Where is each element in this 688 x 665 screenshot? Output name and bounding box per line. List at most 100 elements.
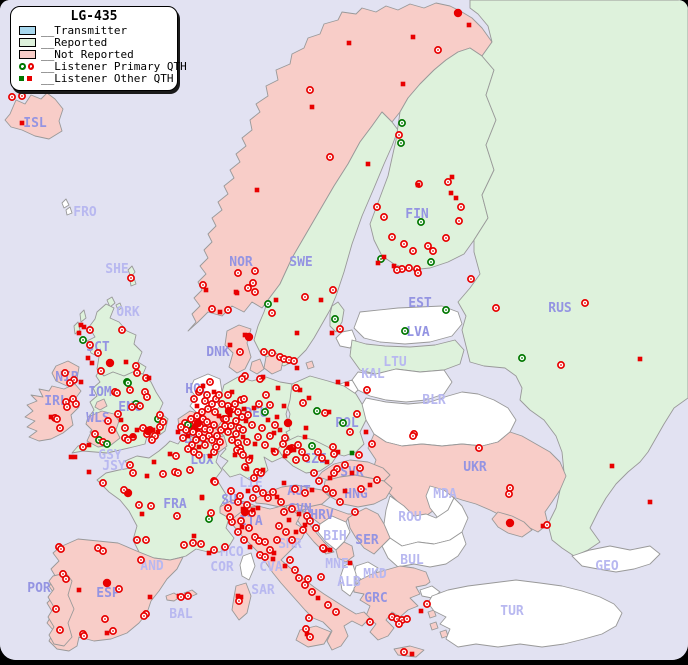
- listener-cluster-dot: [224, 406, 234, 416]
- listener-primary-qth-marker: [210, 421, 218, 429]
- listener-primary-qth-marker: [259, 489, 267, 497]
- region-POR: [47, 572, 75, 647]
- listener-other-qth-marker: [344, 381, 350, 387]
- listener-other-qth-marker: [271, 430, 277, 436]
- listener-other-qth-marker: [200, 383, 206, 389]
- listener-other-qth-marker: [293, 529, 299, 535]
- listener-primary-qth-marker: [294, 441, 302, 449]
- listener-other-qth-marker: [86, 469, 92, 475]
- listener-primary-qth-marker: [288, 536, 296, 544]
- listener-primary-qth-marker: [234, 528, 242, 536]
- listener-other-qth-marker: [349, 470, 355, 476]
- listener-primary-qth-marker: [251, 288, 259, 296]
- listener-primary-qth-marker: [557, 361, 565, 369]
- listener-other-qth-marker: [346, 40, 352, 46]
- listener-primary-qth-marker: [330, 469, 338, 477]
- country-label-NOR: NOR: [229, 255, 253, 270]
- listener-primary-qth-marker: [56, 626, 64, 634]
- listener-other-qth-marker: [637, 356, 643, 362]
- country-label-IRL: IRL: [44, 394, 68, 409]
- listener-primary-qth-marker: [423, 600, 431, 608]
- region-ORK: [106, 296, 116, 308]
- listener-primary-qth-marker: [221, 422, 229, 430]
- listener-primary-qth-marker: [159, 470, 167, 478]
- listener-primary-qth-marker: [224, 306, 232, 314]
- listener-primary-qth-marker: [336, 325, 344, 333]
- legend-rows: __Transmitter __Reported __Not Reported __L…: [19, 25, 187, 84]
- listener-primary-qth-marker: [94, 349, 102, 357]
- listener-other-qth-marker: [239, 524, 245, 530]
- country-label-ESP: ESP: [96, 586, 120, 601]
- country-label-GEO: GEO: [595, 559, 619, 574]
- listener-primary-qth-marker: [215, 391, 223, 399]
- listener-primary-qth-marker: [302, 454, 310, 462]
- listener-primary-qth-marker: [126, 386, 134, 394]
- listener-other-qth-marker: [418, 608, 424, 614]
- listener-primary-qth-marker: [239, 451, 247, 459]
- listener-other-qth-marker: [124, 490, 130, 496]
- country-label-AND: AND: [140, 559, 164, 574]
- listener-primary-qth-marker: [216, 438, 224, 446]
- listener-primary-qth-marker: [409, 247, 417, 255]
- listener-other-qth-marker: [216, 413, 222, 419]
- listener-primary-qth-marker: [400, 648, 408, 656]
- listener-other-qth-marker: [227, 342, 233, 348]
- listener-primary-qth-marker: [291, 485, 299, 493]
- listener-primary-qth-marker: [143, 393, 151, 401]
- region-EST: [353, 305, 463, 345]
- listener-primary-qth-marker: [101, 615, 109, 623]
- listener-other-qth-marker: [453, 195, 459, 201]
- listener-other-qth-marker: [68, 454, 74, 460]
- listener-other-qth-marker: [235, 593, 241, 599]
- listener-other-qth-marker: [273, 297, 279, 303]
- listener-primary-qth-marker: [269, 488, 277, 496]
- country-label-FRA: FRA: [163, 497, 187, 512]
- listener-primary-qth-marker: [319, 544, 327, 552]
- listener-other-qth-marker: [245, 488, 251, 494]
- region-BUL: [381, 531, 467, 568]
- country-label-DNK: DNK: [206, 345, 230, 360]
- listener-other-qth-marker: [255, 505, 261, 511]
- listener-other-qth-marker: [391, 263, 397, 269]
- listener-other-qth-marker: [248, 454, 254, 460]
- red-square-icon: [27, 76, 32, 81]
- listener-primary-qth-marker: [324, 601, 332, 609]
- listener-primary-qth-marker: [249, 494, 257, 502]
- listener-primary-qth-marker: [271, 421, 279, 429]
- legend-item-transmitter: __Transmitter: [19, 25, 169, 36]
- listener-other-qth-marker: [206, 550, 212, 556]
- listener-primary-qth-marker: [310, 469, 318, 477]
- listener-other-qth-marker: [118, 417, 124, 423]
- listener-primary-qth-marker: [244, 411, 252, 419]
- country-label-BAL: BAL: [169, 607, 193, 622]
- listener-other-qth-marker: [309, 487, 315, 493]
- listener-primary-qth-marker: [179, 434, 187, 442]
- country-label-WLS: WLS: [86, 411, 110, 426]
- listener-primary-qth-marker: [197, 540, 205, 548]
- listener-primary-qth-marker: [368, 440, 376, 448]
- listener-primary-qth-marker: [8, 93, 16, 101]
- listener-primary-qth-marker: [306, 86, 314, 94]
- region-IOM: [94, 398, 108, 411]
- listener-other-qth-marker: [229, 389, 235, 395]
- listener-primary-qth-marker: [53, 415, 61, 423]
- listener-primary-qth-marker: [232, 417, 240, 425]
- listener-primary-qth-marker: [280, 508, 288, 516]
- listener-other-qth-marker: [252, 441, 258, 447]
- listener-primary-qth-marker: [356, 464, 364, 472]
- listener-primary-qth-marker: [256, 551, 264, 559]
- listener-other-qth-marker: [274, 414, 280, 420]
- legend: LG-435 __Transmitter __Reported __Not Repo…: [10, 6, 187, 91]
- listener-primary-qth-marker: [397, 139, 405, 147]
- listener-primary-qth-marker: [57, 545, 65, 553]
- region-LTU: [351, 368, 453, 403]
- listener-other-qth-marker: [144, 473, 150, 479]
- listener-primary-qth-marker: [255, 400, 263, 408]
- listener-primary-qth-marker: [398, 119, 406, 127]
- legend-label: __Listener Other QTH: [41, 72, 174, 85]
- listener-primary-qth-marker: [341, 461, 349, 469]
- listener-cluster-dot: [283, 418, 293, 428]
- listener-primary-qth-marker: [336, 498, 344, 506]
- listener-other-qth-marker: [281, 403, 287, 409]
- listener-primary-qth-marker: [86, 341, 94, 349]
